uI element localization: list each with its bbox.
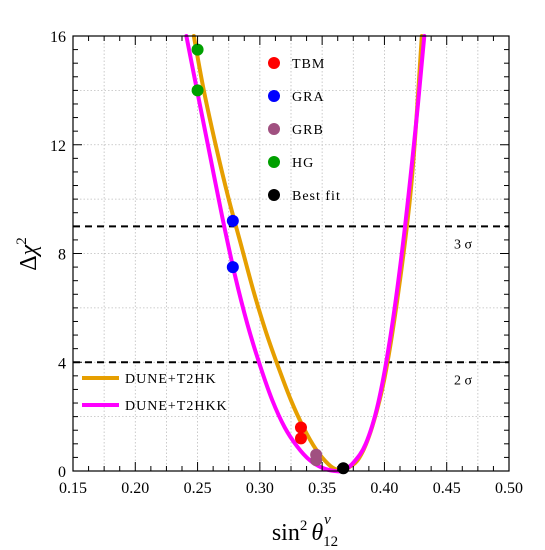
point-gra: [226, 214, 239, 227]
legend-label-tbm: TBM: [292, 57, 325, 72]
legend-series-label: DUNE+T2HK: [125, 372, 217, 387]
x-tick-label: 0.20: [121, 480, 149, 497]
point-hg: [191, 84, 204, 97]
x-title-sup: 2: [300, 518, 308, 534]
x-tick-label: 0.30: [246, 480, 274, 497]
y-tick-label: 0: [58, 464, 66, 481]
point-hg: [191, 43, 204, 56]
x-tick-label: 0.35: [308, 480, 336, 497]
point-grb: [310, 454, 323, 467]
legend-label-gra: GRA: [292, 90, 325, 105]
x-title-sub: 12: [323, 534, 338, 550]
x-tick-label: 0.15: [59, 480, 87, 497]
point-legend: TBM GRA GRB HG Best fit: [268, 57, 341, 204]
x-title-nu: ν: [324, 512, 331, 528]
legend-label-hg: HG: [292, 156, 314, 171]
y-title-sup: 2: [14, 237, 30, 245]
y-tick-label: 8: [58, 247, 66, 264]
x-tick-label: 0.25: [184, 480, 212, 497]
sigma-label: 3 σ: [454, 237, 473, 252]
point-tbm: [294, 432, 307, 445]
svg-text:Δχ2: Δχ2: [14, 237, 42, 271]
point-best-fit: [337, 462, 350, 475]
x-tick-label: 0.50: [495, 480, 523, 497]
y-tick-label: 4: [58, 355, 66, 372]
legend-marker-best-fit: [268, 189, 280, 201]
y-tick-label: 12: [50, 138, 66, 155]
sigma-lines: 3 σ 2 σ: [73, 225, 509, 388]
line-legend: DUNE+T2HK DUNE+T2HKK: [82, 372, 228, 414]
y-title-chi: χ: [16, 243, 42, 257]
y-axis-title: Δχ2: [14, 237, 42, 271]
legend-marker-gra: [268, 90, 280, 102]
axis-ticks: 0.15 0.20 0.25 0.30 0.35 0.40 0.45 0.50 0 4 8 12 16: [50, 29, 523, 497]
legend-marker-grb: [268, 123, 280, 135]
legend-label-grb: GRB: [292, 123, 324, 138]
legend-label-best-fit: Best fit: [292, 189, 341, 204]
x-axis-title: sin2 θ12 ν: [272, 512, 338, 550]
legend-series-label: DUNE+T2HKK: [125, 399, 228, 414]
point-tbm: [294, 421, 307, 434]
sigma-label: 2 σ: [454, 373, 473, 388]
legend-marker-tbm: [268, 57, 280, 69]
x-title-theta: θ: [311, 520, 323, 546]
y-tick-label: 16: [50, 29, 66, 46]
x-title-sin: sin: [272, 520, 300, 546]
x-tick-label: 0.40: [370, 480, 398, 497]
x-tick-label: 0.45: [433, 480, 461, 497]
legend-marker-hg: [268, 156, 280, 168]
y-title-delta: Δ: [16, 255, 42, 270]
point-gra: [226, 261, 239, 274]
